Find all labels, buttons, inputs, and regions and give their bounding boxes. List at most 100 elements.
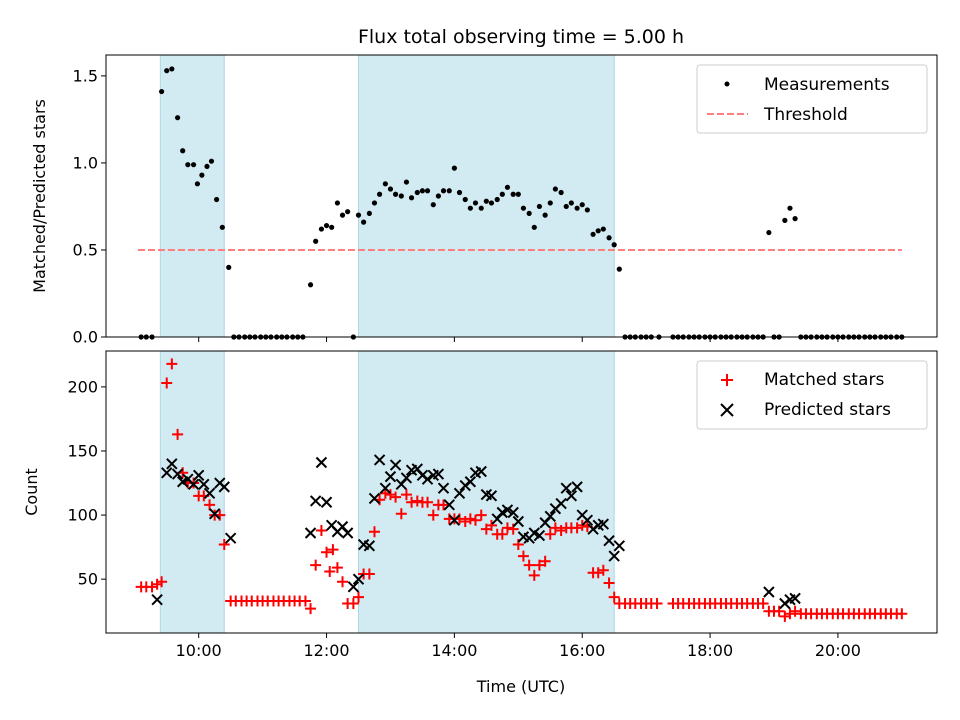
y-tick-label: 200 xyxy=(67,377,98,396)
y-tick-label: 0.0 xyxy=(73,328,98,347)
predicted-star-point xyxy=(453,487,466,499)
predicted-star-point xyxy=(475,465,487,478)
matched-star-point xyxy=(597,564,609,576)
measurement-point xyxy=(313,238,319,244)
measurement-point xyxy=(403,179,410,185)
matched-stars-legend-label: Matched stars xyxy=(764,370,884,390)
measurement-point xyxy=(180,148,186,154)
measurement-point xyxy=(199,172,205,178)
matched-star-point xyxy=(299,595,311,607)
measurement-point xyxy=(547,200,553,206)
top-legend: Measurements Threshold xyxy=(696,64,928,134)
predicted-star-point xyxy=(464,476,477,488)
matched-star-point xyxy=(576,519,588,531)
matched-star-point xyxy=(544,528,556,540)
matched-star-point xyxy=(517,550,529,562)
top-x-ticks xyxy=(198,337,839,342)
matched-star-point xyxy=(161,377,173,389)
measurement-point xyxy=(552,186,558,192)
measurement-point xyxy=(792,216,798,222)
matched-star-point xyxy=(305,603,317,615)
matched-star-point xyxy=(469,514,481,526)
matched-star-point xyxy=(533,559,545,571)
measurement-point xyxy=(208,158,215,164)
measurement-point xyxy=(318,226,325,232)
measurement-point xyxy=(579,202,585,208)
measurement-point xyxy=(323,222,330,229)
measurement-point xyxy=(339,212,346,218)
predicted-star-point xyxy=(507,506,519,519)
measurement-point xyxy=(600,226,606,232)
predicted-star-point xyxy=(208,508,221,520)
measurement-point xyxy=(219,224,225,230)
predicted-star-point xyxy=(352,573,365,585)
measurement-point xyxy=(414,189,420,196)
matched-star-point xyxy=(347,598,359,610)
predicted-star-point xyxy=(368,492,381,505)
shaded-span-1 xyxy=(159,350,225,634)
y-tick-label: 150 xyxy=(67,441,98,460)
predicted-star-point xyxy=(384,470,397,483)
measurement-point xyxy=(595,228,601,234)
predicted-star-point xyxy=(203,487,216,499)
predicted-star-point xyxy=(485,490,498,502)
x-tick-label: 20:00 xyxy=(815,641,861,660)
y-tick-label: 50 xyxy=(78,570,98,589)
predicted-star-point xyxy=(544,510,556,523)
predicted-star-point xyxy=(171,468,184,480)
predicted-star-point xyxy=(565,490,578,502)
top-panel: 0.0 0.5 1.0 1.5 Matched/Predicted stars Mea… xyxy=(30,54,938,347)
matched-stars-points xyxy=(135,358,908,622)
measurement-point xyxy=(499,191,505,197)
predicted-star-point xyxy=(581,514,594,526)
matched-star-point xyxy=(218,539,230,551)
predicted-star-point xyxy=(379,482,392,494)
measurement-point xyxy=(392,191,399,197)
matched-stars-legend-marker xyxy=(721,374,733,386)
bottom-legend: Matched stars Predicted stars xyxy=(696,360,928,430)
measurement-point xyxy=(536,203,542,210)
predicted-stars-points xyxy=(151,454,801,610)
measurement-point xyxy=(515,191,521,197)
predicted-star-point xyxy=(432,468,445,480)
matched-star-point xyxy=(485,519,497,531)
matched-star-point xyxy=(789,605,801,617)
measurement-point xyxy=(355,212,362,218)
matched-star-point xyxy=(438,499,450,511)
measurement-point xyxy=(483,198,489,204)
matched-star-point xyxy=(784,608,796,620)
matched-star-point xyxy=(400,489,412,501)
measurement-point xyxy=(462,196,468,203)
threshold-legend-label: Threshold xyxy=(763,105,848,125)
measurement-point xyxy=(361,219,367,225)
matched-star-point xyxy=(146,581,158,593)
matched-star-point xyxy=(757,598,769,610)
measurements-legend-label: Measurements xyxy=(764,75,890,95)
top-legend-box xyxy=(696,64,928,134)
measurement-point xyxy=(159,88,165,95)
measurement-point xyxy=(440,188,447,194)
measurement-point xyxy=(510,191,516,197)
bottom-y-ticks: 50 100 150 200 xyxy=(67,377,106,589)
predicted-star-point xyxy=(613,540,626,552)
bottom-panel: 50 100 150 200 10:00 12:00 14:00 16:00 18:00 20:… xyxy=(22,350,938,696)
y-tick-label: 1.5 xyxy=(73,66,98,85)
predicted-star-point xyxy=(187,478,200,491)
matched-star-point xyxy=(779,610,791,622)
matched-star-point xyxy=(204,499,216,511)
predicted-star-point xyxy=(341,527,354,539)
matched-star-point xyxy=(501,522,513,534)
measurement-point xyxy=(787,205,793,211)
measurement-point xyxy=(584,207,590,213)
measurement-point xyxy=(430,202,436,208)
predicted-star-point xyxy=(533,529,546,542)
matched-star-point xyxy=(379,487,391,499)
predicted-star-point xyxy=(789,592,801,605)
matched-star-point xyxy=(592,567,604,579)
matched-star-point xyxy=(555,524,567,536)
matched-star-point xyxy=(395,508,407,520)
measurement-point xyxy=(766,229,772,236)
matched-star-point xyxy=(603,577,615,589)
matched-star-point xyxy=(337,576,349,588)
predicted-star-point xyxy=(198,478,210,491)
